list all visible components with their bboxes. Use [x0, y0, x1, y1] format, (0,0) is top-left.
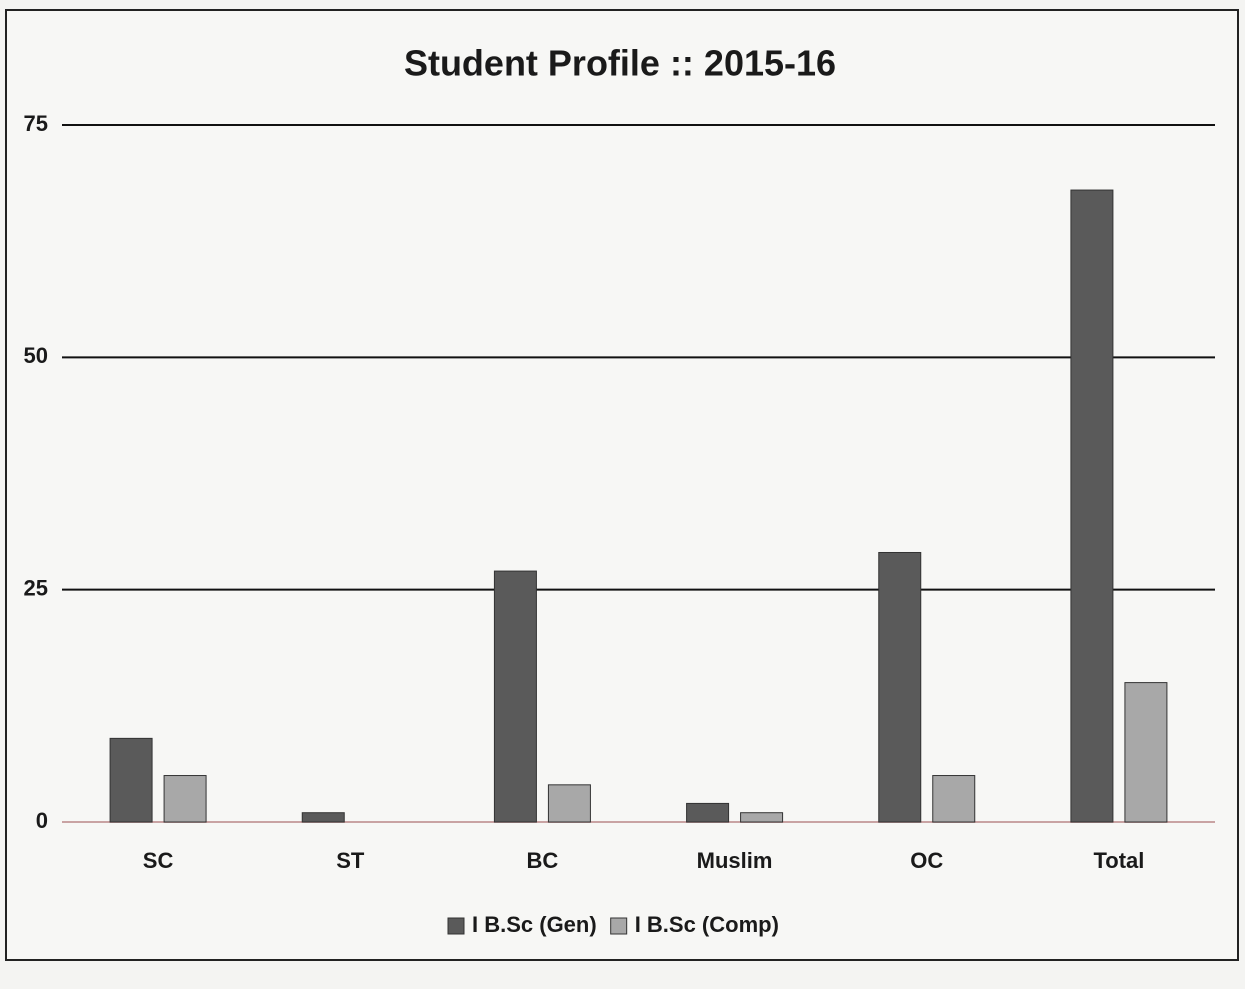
- legend-label: I B.Sc (Comp): [635, 912, 779, 937]
- legend-swatch: [610, 917, 628, 935]
- bar: [547, 784, 591, 823]
- x-tick-label: Muslim: [697, 848, 773, 873]
- x-tick-label: OC: [910, 848, 943, 873]
- y-tick-label: 0: [36, 808, 48, 833]
- x-tick-label: BC: [527, 848, 559, 873]
- bar: [1070, 189, 1114, 823]
- chart-title: Student Profile :: 2015-16: [404, 43, 836, 84]
- bar: [932, 775, 976, 823]
- x-tick-label: Total: [1093, 848, 1144, 873]
- y-tick-label: 50: [24, 343, 48, 368]
- bar: [493, 570, 537, 823]
- bar: [301, 812, 345, 823]
- bar: [1124, 682, 1168, 823]
- y-tick-label: 75: [24, 111, 48, 136]
- y-tick-label: 25: [24, 575, 48, 600]
- bar: [686, 802, 730, 823]
- chart-frame: [5, 9, 1239, 961]
- x-tick-label: ST: [336, 848, 365, 873]
- bar: [109, 737, 153, 823]
- x-tick-label: SC: [143, 848, 174, 873]
- legend-label: I B.Sc (Gen): [472, 912, 597, 937]
- legend-swatch: [447, 917, 465, 935]
- bar: [163, 775, 207, 823]
- bar: [740, 812, 784, 823]
- bar: [878, 551, 922, 823]
